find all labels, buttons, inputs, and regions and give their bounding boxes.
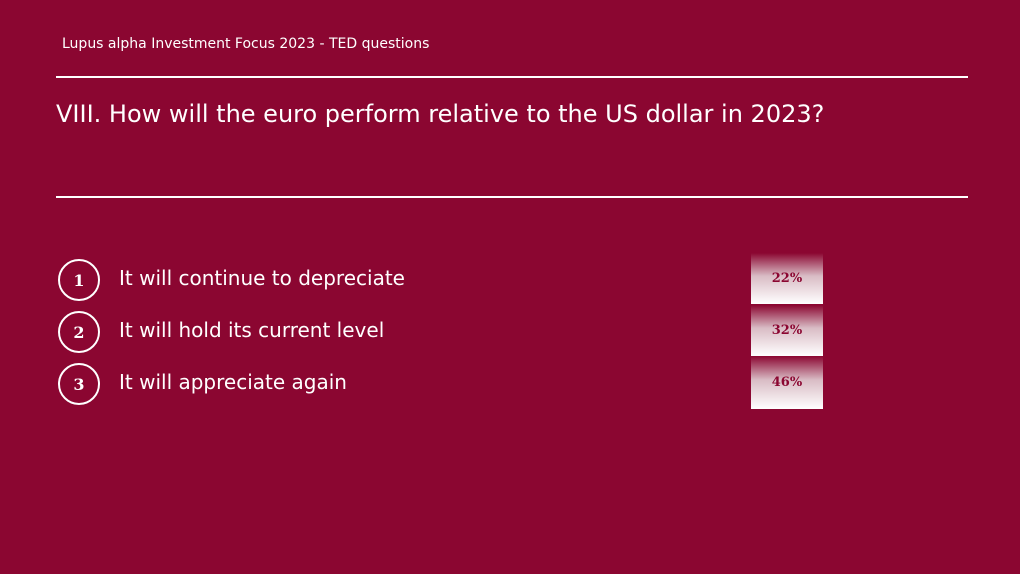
header-title: Lupus alpha Investment Focus 2023 - TED … xyxy=(62,36,430,52)
option-number: 3 xyxy=(58,363,100,405)
option-result: 46% xyxy=(751,356,823,409)
option-number: 2 xyxy=(58,311,100,353)
option-result: 32% xyxy=(751,305,823,356)
divider xyxy=(56,76,968,78)
option-result: 22% xyxy=(751,253,823,304)
question: VIII. How will the euro perform relative… xyxy=(56,100,825,128)
option-text: It will continue to depreciate xyxy=(119,266,405,290)
option-text: It will hold its current level xyxy=(119,318,385,342)
option-text: It will appreciate again xyxy=(119,370,347,394)
option-number: 1 xyxy=(58,259,100,301)
divider xyxy=(56,196,968,198)
